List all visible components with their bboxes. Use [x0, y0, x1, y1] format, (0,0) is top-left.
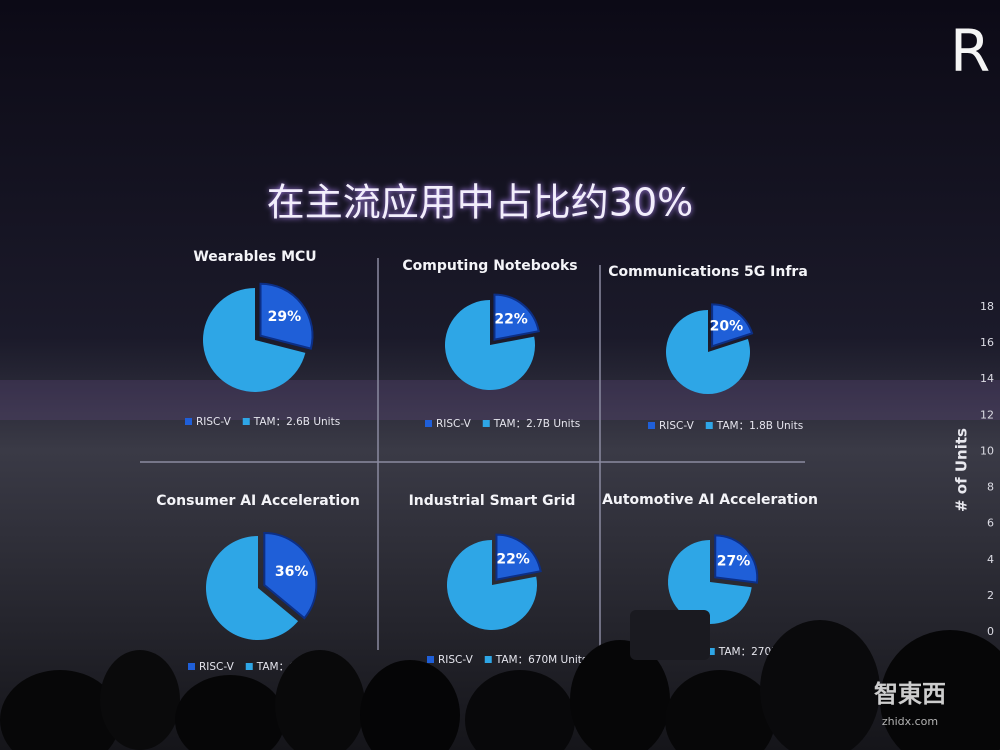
pie-title: Wearables MCU — [193, 249, 316, 265]
pie-slice — [493, 293, 540, 341]
legend-label: TAM：2.6B Units — [253, 416, 340, 428]
pie-slice — [445, 300, 536, 391]
slice-label: 36% — [275, 564, 309, 580]
legend-swatch — [705, 422, 713, 429]
pie-title: Industrial Smart Grid — [409, 493, 576, 509]
title-glow: 在主流应用中占比约30% — [267, 181, 693, 225]
legend-label: TAM：1.8B Units — [716, 420, 803, 432]
legend-swatch — [484, 656, 492, 663]
side-tick-label: 12 — [980, 408, 994, 421]
watermark-site: zhidx.com — [882, 715, 938, 728]
audience — [0, 610, 1000, 750]
pie-slice — [206, 536, 299, 641]
pie-slice — [495, 533, 542, 581]
side-tick-label: 18 — [980, 300, 994, 313]
legend-swatch — [188, 663, 195, 670]
side-tick-label: 6 — [987, 517, 994, 530]
pie-slice — [668, 540, 752, 624]
legend-label: RISC-V — [438, 654, 474, 666]
slice-label: 29% — [268, 309, 302, 325]
slice-label: 20% — [710, 319, 744, 335]
slice-label: 22% — [494, 311, 528, 327]
legend-label: TAM：2.7B Units — [493, 418, 580, 430]
side-tick-label: 2 — [987, 589, 994, 602]
legend-label: RISC-V — [199, 661, 235, 673]
legend-swatch — [427, 656, 434, 663]
slice-label: 22% — [496, 551, 530, 567]
legend-swatch — [648, 422, 655, 429]
pie-slice — [263, 532, 318, 620]
side-tick-label: 10 — [980, 444, 994, 457]
slice-label: 27% — [717, 553, 751, 569]
side-tick-label: 4 — [987, 553, 994, 566]
legend-label: TAM：670M Units — [495, 654, 588, 666]
pie-slice — [666, 310, 751, 395]
pie-slice — [711, 303, 754, 348]
side-tick-label: 16 — [980, 336, 994, 349]
legend-swatch — [482, 420, 490, 427]
legend-swatch — [185, 418, 192, 425]
side-tick-label: 0 — [987, 625, 994, 638]
pie-title: Communications 5G Infra — [608, 264, 808, 280]
pie-slice — [203, 288, 306, 393]
side-tick-label: 14 — [980, 372, 994, 385]
legend-label: RISC-V — [659, 420, 695, 432]
legend-swatch — [245, 663, 253, 670]
side-axis-label: # of Units — [953, 428, 971, 512]
pie-slice — [714, 534, 759, 584]
watermark-brand: 智東西 — [874, 680, 946, 708]
legend-swatch — [425, 420, 432, 427]
legend-swatch — [707, 648, 715, 655]
corner-letter: R — [950, 17, 990, 85]
pie-title: Computing Notebooks — [402, 258, 577, 274]
pie-slice — [259, 282, 314, 350]
slide-title: 在主流应用中占比约30% — [267, 181, 693, 225]
legend-swatch — [242, 418, 250, 425]
pie-title: Consumer AI Acceleration — [156, 493, 360, 509]
pie-slice — [447, 540, 538, 630]
legend-label: RISC-V — [196, 416, 232, 428]
legend-label: RISC-V — [436, 418, 472, 430]
side-tick-label: 8 — [987, 481, 994, 494]
pie-title: Automotive AI Acceleration — [602, 492, 818, 508]
